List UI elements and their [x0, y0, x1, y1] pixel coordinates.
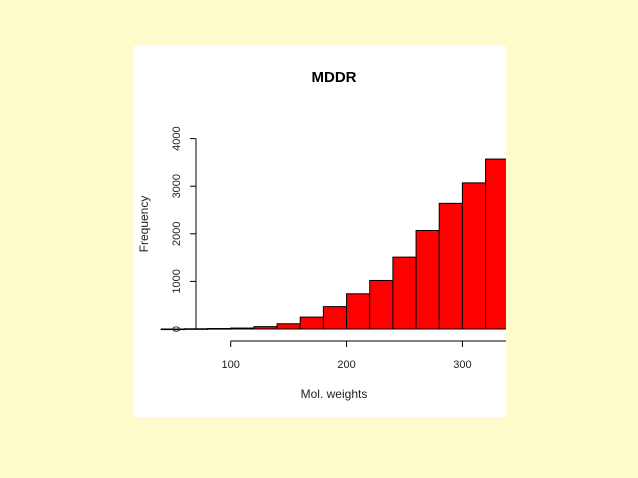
y-axis-label: Frequency	[137, 196, 151, 253]
y-tick-label: 2000	[171, 222, 183, 246]
y-axis: 0 1000 2000 3000 4000	[171, 126, 197, 332]
histogram-bar	[438, 202, 463, 330]
histogram-bar	[415, 229, 440, 330]
histogram-bar	[322, 306, 348, 330]
histogram-bar	[369, 279, 394, 330]
histogram-bar	[253, 326, 278, 330]
x-axis-label: Mol. weights	[301, 387, 368, 401]
x-tick-label: 300	[453, 359, 471, 371]
histogram-bar	[276, 323, 301, 330]
histogram-bar	[230, 327, 255, 330]
y-tick-label: 1000	[171, 269, 183, 293]
x-tick-label: 200	[337, 359, 355, 371]
histogram-bar	[392, 256, 417, 330]
y-tick-label: 4000	[171, 126, 183, 150]
y-tick-label: 3000	[171, 174, 183, 198]
bars-group	[160, 158, 506, 331]
chart-title: MDDR	[312, 69, 357, 86]
histogram-bar	[485, 158, 506, 330]
x-axis: 100200300400500	[222, 340, 506, 371]
histogram-bar	[346, 293, 371, 330]
histogram-bar	[461, 182, 487, 330]
y-tick-label: 0	[171, 326, 183, 332]
x-tick-label: 100	[222, 359, 240, 371]
histogram-bar	[299, 316, 324, 330]
histogram-bar	[207, 328, 232, 330]
